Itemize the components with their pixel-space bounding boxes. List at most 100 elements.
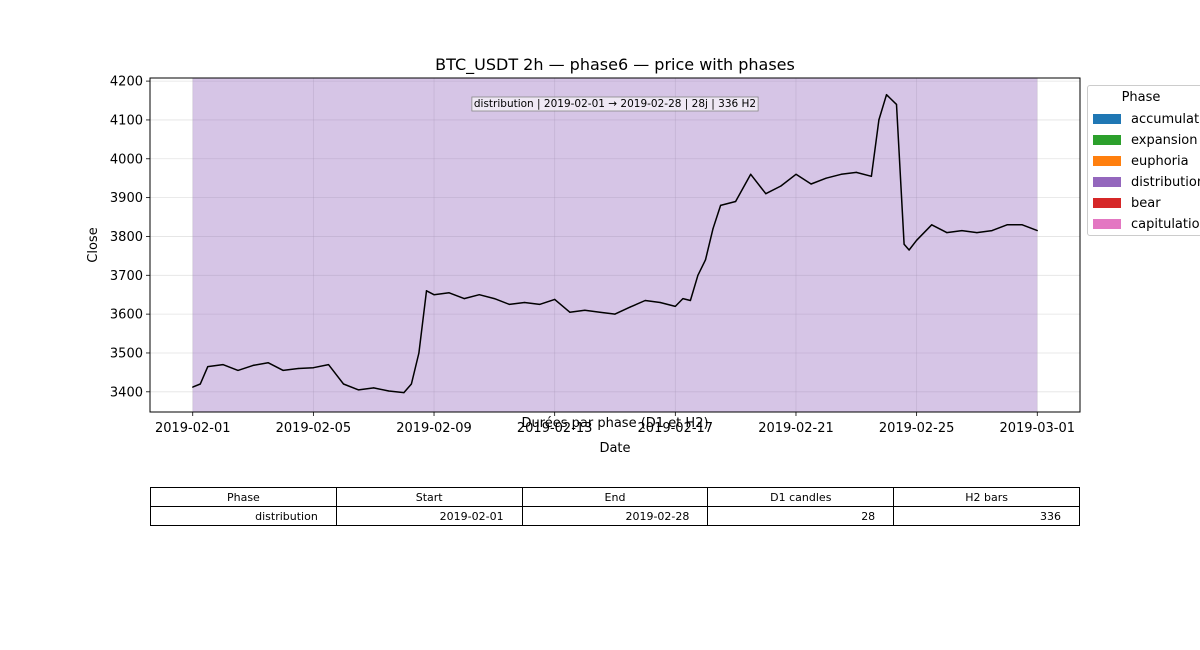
- close-price-point: [433, 294, 435, 296]
- x-axis-label: Date: [599, 441, 630, 456]
- legend-item-accumulation: accumulation: [1093, 110, 1200, 128]
- plot-area: [150, 78, 1080, 412]
- close-price-point: [780, 185, 782, 187]
- close-price-point: [629, 306, 631, 308]
- x-axis: 2019-02-01 2019-02-05 2019-02-09 2019-02-13…: [155, 412, 1075, 436]
- table-cell: 2019-02-28: [521, 506, 709, 526]
- close-price-point: [908, 249, 910, 251]
- close-price-point: [765, 193, 767, 195]
- close-price-point: [750, 173, 752, 175]
- table-header-cell: Phase: [150, 487, 337, 507]
- close-price-point: [689, 299, 692, 302]
- table-header-cell: Start: [335, 487, 523, 507]
- close-price-point: [282, 369, 284, 371]
- close-price-point: [448, 292, 450, 294]
- close-price-point: [584, 309, 586, 311]
- close-price-point: [931, 224, 933, 226]
- phase-legend: Phase accumulation expansion euphoria di…: [1087, 85, 1200, 236]
- table-title: Durées par phase (D1 et H2): [521, 416, 708, 431]
- close-price-point: [463, 298, 465, 300]
- close-price-point: [916, 239, 918, 241]
- legend-item-distribution: distribution: [1093, 173, 1200, 191]
- close-price-point: [878, 119, 880, 121]
- table-row: distribution 2019-02-01 2019-02-28 28 33…: [150, 506, 1080, 526]
- close-price-point: [870, 175, 873, 177]
- legend-label: bear: [1131, 195, 1161, 211]
- legend-label: capitulation: [1131, 216, 1200, 232]
- close-price-point: [659, 301, 661, 304]
- close-price-point: [237, 369, 239, 371]
- close-price-point: [976, 232, 978, 234]
- capitulation-swatch: [1093, 219, 1121, 229]
- legend-item-capitulation: capitulation: [1093, 215, 1200, 233]
- close-price-point: [840, 173, 842, 175]
- close-price-point: [493, 298, 495, 300]
- close-price-point: [810, 183, 812, 185]
- x-tick-label: 2019-03-01: [999, 421, 1075, 436]
- legend-label: euphoria: [1131, 153, 1189, 169]
- close-price-point: [207, 366, 209, 368]
- close-price-point: [961, 230, 963, 232]
- close-price-line: [192, 93, 1038, 394]
- phase-annotation-box: [471, 96, 759, 112]
- y-axis-label: Close: [86, 227, 101, 262]
- table-cell: distribution: [150, 506, 337, 526]
- y-tick-label: 3500: [110, 346, 143, 361]
- close-price-point: [569, 311, 571, 313]
- close-price-point: [373, 387, 375, 389]
- x-tick-label: 2019-02-25: [879, 421, 955, 436]
- close-price-point: [508, 303, 510, 305]
- legend-label: distribution: [1131, 174, 1200, 190]
- distribution-swatch: [1093, 177, 1121, 187]
- legend-label: accumulation: [1131, 111, 1200, 127]
- close-price-point: [222, 364, 224, 366]
- close-price-point: [795, 173, 797, 175]
- close-price-point: [946, 232, 948, 234]
- close-price-point: [327, 364, 330, 366]
- close-price-point: [199, 383, 201, 385]
- close-price-point: [682, 298, 684, 300]
- close-price-point: [192, 386, 194, 388]
- close-price-point: [712, 228, 714, 230]
- close-price-point: [523, 301, 526, 304]
- legend-item-bear: bear: [1093, 194, 1161, 212]
- y-tick-label: 3800: [110, 230, 143, 245]
- close-price-point: [991, 230, 993, 232]
- x-tick-label: 2019-02-01: [155, 421, 231, 436]
- table-header-cell: H2 bars: [893, 487, 1080, 507]
- close-price-point: [825, 177, 827, 179]
- plot-frame: [149, 77, 1081, 413]
- close-price-point: [644, 299, 646, 302]
- close-price-point: [267, 362, 269, 364]
- table-cell: 2019-02-01: [335, 506, 523, 526]
- y-tick-label: 4200: [110, 75, 143, 90]
- close-price-point: [297, 367, 299, 370]
- legend-title: Phase: [1121, 90, 1161, 105]
- close-price-point: [735, 200, 737, 203]
- legend-item-expansion: expansion: [1093, 131, 1198, 149]
- expansion-swatch: [1093, 135, 1121, 145]
- x-tick-label: 2019-02-13: [517, 421, 593, 436]
- distribution-phase-span: [192, 78, 1038, 412]
- close-price-point: [1006, 224, 1008, 226]
- y-tick-label: 3900: [110, 191, 143, 206]
- close-price-point: [895, 103, 898, 105]
- chart-title: BTC_USDT 2h — phase6 — price with phases: [435, 55, 795, 75]
- close-price-point: [539, 303, 541, 305]
- close-price-point: [410, 383, 412, 385]
- x-tick-label: 2019-02-09: [396, 421, 472, 436]
- close-price-point: [425, 290, 428, 292]
- phase-duration-table: Phase Start End D1 candles H2 bars distr…: [150, 487, 1080, 526]
- close-price-point: [252, 364, 254, 366]
- y-tick-label: 3600: [110, 308, 143, 323]
- close-price-point: [674, 305, 676, 307]
- table-cell: 28: [707, 506, 895, 526]
- close-price-point: [720, 204, 722, 206]
- y-tick-label: 4100: [110, 113, 143, 128]
- close-price-point: [599, 311, 601, 313]
- phase-annotation-text: distribution | 2019-02-01 → 2019-02-28 |…: [474, 98, 756, 110]
- accumulation-swatch: [1093, 114, 1121, 124]
- close-price-point: [614, 313, 616, 315]
- close-price-point: [1021, 224, 1023, 226]
